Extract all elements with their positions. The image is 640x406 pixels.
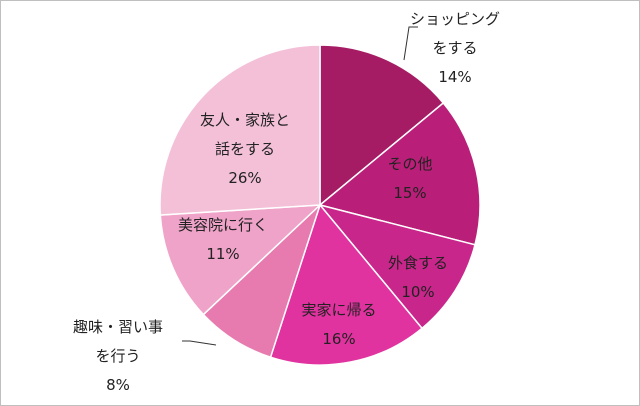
leader-line	[403, 26, 418, 61]
slice-category-label: ショッピング	[410, 10, 500, 28]
slice-percent-label: 16%	[322, 330, 355, 348]
pie-slice	[159, 44, 321, 216]
slice-category-label: 実家に帰る	[301, 301, 376, 319]
pie-slice	[159, 204, 323, 316]
pie-slices	[159, 44, 481, 366]
slice-percent-label: 26%	[228, 169, 261, 187]
leader-lines	[182, 26, 418, 346]
leader-line	[182, 340, 217, 346]
pie-slice	[318, 101, 481, 246]
slice-category-label: 美容院に行く	[178, 216, 268, 234]
slice-category-label: 友人・家族と	[200, 111, 290, 129]
slice-percent-label: 15%	[393, 184, 426, 202]
slice-category-label: 趣味・習い事	[73, 318, 163, 336]
slice-percent-label: 10%	[401, 283, 434, 301]
slice-category-label: を行う	[95, 347, 140, 365]
slice-category-label: その他	[387, 155, 432, 173]
pie-slice	[269, 203, 424, 366]
slice-category-label: をする	[432, 39, 477, 57]
slice-category-label: 話をする	[215, 140, 275, 158]
pie-slice	[319, 44, 445, 207]
slice-category-label: 外食する	[388, 254, 448, 272]
slice-percent-label: 11%	[206, 245, 239, 263]
slice-percent-label: 14%	[438, 68, 471, 86]
pie-slice	[317, 203, 476, 330]
slice-percent-label: 8%	[106, 376, 130, 394]
